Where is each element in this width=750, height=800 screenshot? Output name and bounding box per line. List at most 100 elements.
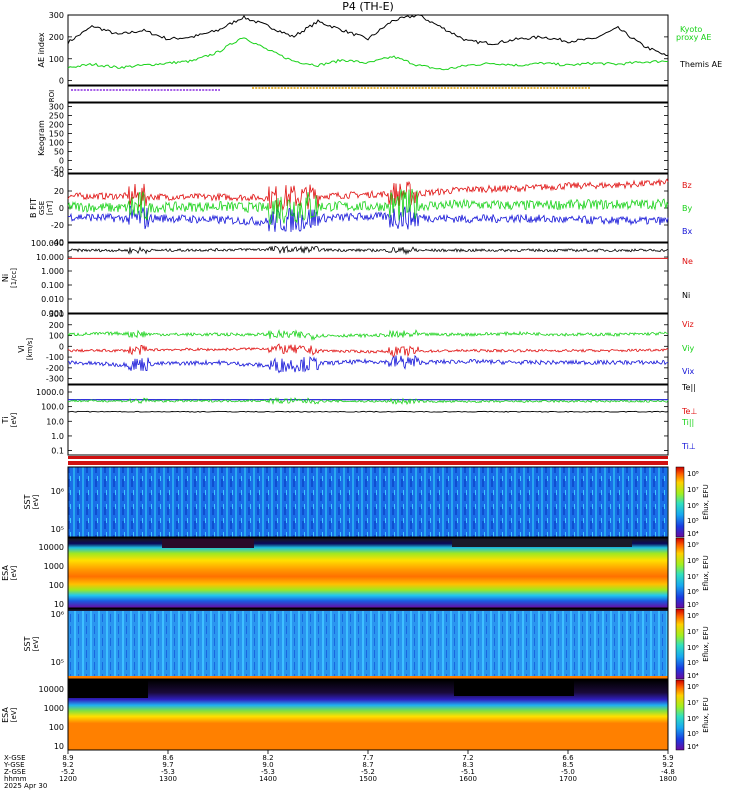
legend-ti-perp: Ti⊥ <box>681 442 696 451</box>
velocity-frame <box>67 313 669 385</box>
xaxis-ygse: 9.0 <box>262 761 273 769</box>
xaxis-time: 1400 <box>259 775 277 783</box>
spec3-panel: SST [eV] 10⁶ 10⁵ 10⁸ 10⁷ 10⁶ 10⁵ 10⁴ Efl… <box>23 608 710 680</box>
ytick-label: 40 <box>54 170 64 179</box>
ytick-label: 1.0 <box>51 432 64 441</box>
spec1-colorbar <box>675 466 685 538</box>
ytick-label: 1000.0 <box>36 388 64 397</box>
ni-line <box>67 245 669 256</box>
ytick-label: -200 <box>46 364 64 373</box>
xaxis-xgse: 8.6 <box>162 754 174 762</box>
roi-ylabel: ROI <box>48 90 56 102</box>
xaxis-row-label-hhmm: hhmm <box>4 775 27 783</box>
ytick-label: 0.001 <box>41 309 64 318</box>
xaxis-zgse: -5.1 <box>461 768 475 776</box>
ytick-label: -20 <box>51 221 64 230</box>
spec1-cbar-tick-1: 10⁸ <box>687 470 699 478</box>
spec3-cbar-tick-1: 10⁸ <box>687 612 699 620</box>
legend-ne: Ne <box>682 257 693 266</box>
xaxis-ygse: 8.3 <box>462 761 473 769</box>
spec2-tick-4: 10 <box>54 600 64 609</box>
spec2-cbar-tick-1: 10⁹ <box>687 541 699 549</box>
legend-themis-ae: Themis AE <box>679 60 722 69</box>
xaxis-ygse: 8.7 <box>362 761 373 769</box>
keogram-frame <box>67 102 669 174</box>
ytick-label: -100 <box>46 353 64 362</box>
xaxis-row-label-y: Y-GSE <box>3 761 25 769</box>
ytick-label: 0.100 <box>41 281 64 290</box>
spec3-colorbar <box>675 608 685 680</box>
spec2-cbar-label: Eflux, EFU <box>702 555 710 590</box>
density-ylabel-1: Ni <box>1 274 10 282</box>
temperature-ticks: 1000.0 100.0 10.0 1.0 0.1 <box>36 388 668 456</box>
divider-red-top <box>68 456 668 459</box>
ytick-label: 10.0 <box>46 417 64 426</box>
spec2-dark-band-left <box>162 538 254 548</box>
ytick-label: 100.000 <box>31 239 64 248</box>
spec3-cbar-tick-5: 10⁴ <box>687 672 699 680</box>
roi-frame <box>67 85 669 103</box>
ae-ticks: 0 100 200 300 <box>49 11 668 86</box>
ae-panel: AE index 0 100 200 300 Kyoto proxy AE Themi… <box>37 11 722 86</box>
xaxis-zgse: -5.3 <box>261 768 275 776</box>
spec3-tick-1: 10⁶ <box>51 610 64 619</box>
xaxis-ygse: 8.5 <box>562 761 573 769</box>
spec1-image <box>68 467 668 537</box>
xaxis-xgse: 7.2 <box>462 754 473 762</box>
divider-red-bottom <box>68 461 668 465</box>
spec3-cbar-label: Eflux, EFU <box>702 626 710 661</box>
figure-title: P4 (TH-E) <box>342 0 394 13</box>
legend-ni: Ni <box>682 291 690 300</box>
spec1-frame <box>67 466 669 538</box>
spec1-cbar-label: Eflux, EFU <box>702 484 710 519</box>
spec1-cbar-tick-4: 10⁵ <box>687 517 699 525</box>
xaxis-row-label-x: X-GSE <box>4 754 26 762</box>
xaxis-time: 1500 <box>359 775 377 783</box>
legend-bx: Bx <box>682 227 692 236</box>
spec1-tick-2: 10⁵ <box>51 525 64 534</box>
ytick-label: 200 <box>49 321 64 330</box>
spec3-image <box>68 609 668 679</box>
xaxis-xgse: 8.9 <box>62 754 73 762</box>
spec4-cbar-tick-2: 10⁷ <box>687 699 699 707</box>
legend-vix: Vix <box>682 367 695 376</box>
temperature-panel: Ti [eV] 1000.0 100.0 10.0 1.0 0.1 Te|| Te⊥ T… <box>1 383 697 456</box>
spec2-ylabel-2: [eV] <box>10 565 18 580</box>
spec4-tick-3: 100 <box>49 723 64 732</box>
velocity-panel: Vi [km/s] 300 200 1000 -100 -200 -300 Viz Viy… <box>17 310 695 385</box>
bfield-ylabel-2: GSE <box>38 201 46 215</box>
spec1-ylabel-1: SST <box>23 494 32 509</box>
ytick-label: 200 <box>49 121 64 130</box>
temperature-ylabel-2: [eV] <box>10 412 18 427</box>
spec1-tick-1: 10⁶ <box>51 487 64 496</box>
spec4-cbar-tick-4: 10⁵ <box>687 730 699 738</box>
xaxis-time: 1600 <box>459 775 477 783</box>
ae-ylabel: AE index <box>37 32 46 67</box>
legend-bz: Bz <box>682 181 692 190</box>
spec2-dark-band-right <box>452 538 632 547</box>
spec4-tick-4: 10 <box>54 742 64 751</box>
density-frame <box>67 242 669 314</box>
spec2-ylabel-1: ESA <box>1 565 10 581</box>
kyoto-proxy-ae-line <box>67 37 668 71</box>
ytick-label: 250 <box>49 112 64 121</box>
spec2-cbar-tick-4: 10⁶ <box>687 588 699 596</box>
legend-viy: Viy <box>682 344 695 353</box>
divider-band <box>68 456 668 465</box>
temperature-frame <box>67 384 669 456</box>
bfield-ylabel-3: [nT] <box>46 201 54 215</box>
xaxis-time: 1300 <box>159 775 177 783</box>
ytick-label: 150 <box>49 130 64 139</box>
bfield-ylabel-1: B FIT <box>29 198 38 218</box>
bfield-panel: B FIT GSE [nT] -40 -20 0 20 40 Bz By Bx <box>29 170 692 247</box>
spec4-quiet-left <box>68 680 148 698</box>
velocity-ticks: 300 200 1000 -100 -200 -300 <box>46 310 668 384</box>
spec1-cbar-tick-5: 10⁴ <box>687 530 699 538</box>
spec3-frame <box>67 608 669 680</box>
divider-white <box>68 459 668 461</box>
xaxis-zgse: -5.0 <box>561 768 575 776</box>
spec3-cbar-tick-2: 10⁷ <box>687 628 699 636</box>
